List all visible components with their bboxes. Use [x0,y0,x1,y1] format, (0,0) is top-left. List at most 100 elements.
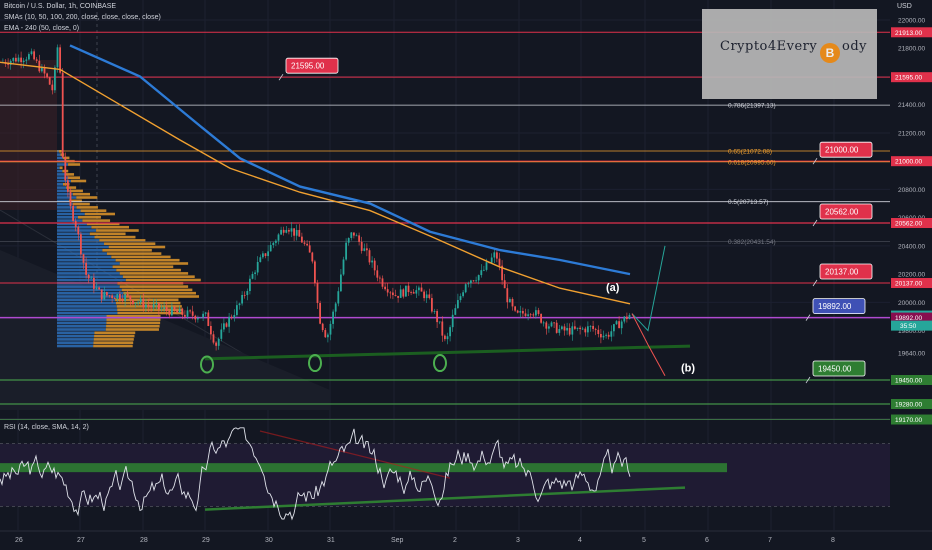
candle-body [41,67,43,72]
candle-body [610,331,613,337]
candle-body [288,229,290,232]
volume-bar-blue [57,288,122,292]
candle-body [35,59,38,61]
time-tick: 8 [831,537,835,544]
time-tick: 31 [327,537,335,544]
sma-legend[interactable]: SMAs (10, 50, 100, 200, close, close, cl… [4,14,161,21]
candle-body [72,205,74,221]
callout-box [819,141,873,158]
rsi-dtrend [259,430,451,479]
candle-body [324,330,327,338]
price-axis[interactable]: 22000.0021800.0021600.0021400.0021200.00… [890,0,932,550]
candle-body [550,322,553,327]
volume-bar-blue [57,278,126,282]
candle-body [501,265,503,281]
volume-bar-blue [57,275,123,278]
callout-label: 20137.00 [825,268,859,277]
candle-body [98,287,100,290]
candle-body [620,321,623,329]
volume-bar-orange [121,288,193,292]
fib-label: 0.382(20431.54) [728,239,776,246]
price-tick: 21200.00 [898,130,925,137]
candle-body [319,302,321,324]
candle-body [275,240,277,243]
symbol-legend[interactable]: Bitcoin / U.S. Dollar, 1h, COINBASE [4,3,117,10]
candle-body [444,335,446,340]
candle-body [314,261,316,284]
volume-bar-blue [57,291,124,295]
price-tick: 21800.00 [898,46,925,53]
price-tick: 22000.00 [898,18,925,25]
candle-body [238,303,241,306]
volume-bar-orange [106,324,160,328]
candle-body [623,316,626,322]
candle-body [176,310,178,313]
candle-body [54,67,56,91]
candle-body [462,292,464,297]
candle-body [457,300,459,309]
price-axis-label [891,218,932,229]
candle-body [475,280,477,282]
candle-body [597,329,600,334]
red-zone [0,60,57,210]
candle-body [124,294,126,301]
candle-body [90,277,93,279]
candle-body [38,60,41,72]
candle-body [197,318,199,320]
candle-body [589,325,592,327]
time-axis[interactable]: 26 27 28 29 30 31 Sep 2 3 4 5 6 7 8 [0,530,932,550]
candle-body [436,311,438,323]
candle-body [592,325,594,329]
candle-body [142,298,145,308]
candle-body [342,259,345,275]
candle-body [158,303,160,310]
candle-body [368,250,371,263]
callout-box [812,360,866,377]
candle-body [111,295,113,298]
candle-body [217,338,220,346]
volume-bar-orange [94,334,135,338]
volume-bar-blue [57,202,73,206]
bearish-arrow [631,313,666,377]
candle-body [334,303,337,312]
volume-bar-blue [57,252,107,255]
candle-body [332,311,334,324]
candle-body [171,306,173,316]
candle-body [293,228,295,236]
candle-body [251,273,254,279]
candle-body [160,308,163,310]
candle-body [254,272,256,274]
price-axis-label [891,375,932,385]
candle-body [581,328,584,330]
support-trendline [204,344,691,361]
rsi-legend[interactable]: RSI (14, close, SMA, 14, 2) [4,424,89,431]
candle-body [451,314,454,328]
candle-body [290,228,293,232]
candle-body [454,308,457,315]
volume-bar-blue [57,235,95,239]
candle-body [579,327,581,330]
candle-body [93,277,95,289]
candle-body [431,298,433,312]
candle-body [285,229,288,233]
candle-body [490,257,493,263]
candle-body [514,306,516,311]
callout-box [285,57,339,74]
candle-body [381,278,384,287]
time-tick: 7 [768,537,772,544]
price-axis-bg [890,0,932,550]
candle-body [233,315,236,318]
volume-bar-orange [68,176,81,179]
candle-body [295,229,298,236]
volume-bar-orange [68,199,82,203]
ema-legend[interactable]: EMA - 240 (50, close, 0) [4,25,80,32]
candle-body [228,316,230,327]
candle-body [527,314,529,316]
volume-bar-orange [72,192,91,196]
candle-body [379,277,381,279]
candle-body [389,292,392,294]
candle-body [186,310,189,317]
callout-pointer [805,314,811,321]
volume-bar-orange [119,285,189,288]
candle-body [262,253,264,258]
